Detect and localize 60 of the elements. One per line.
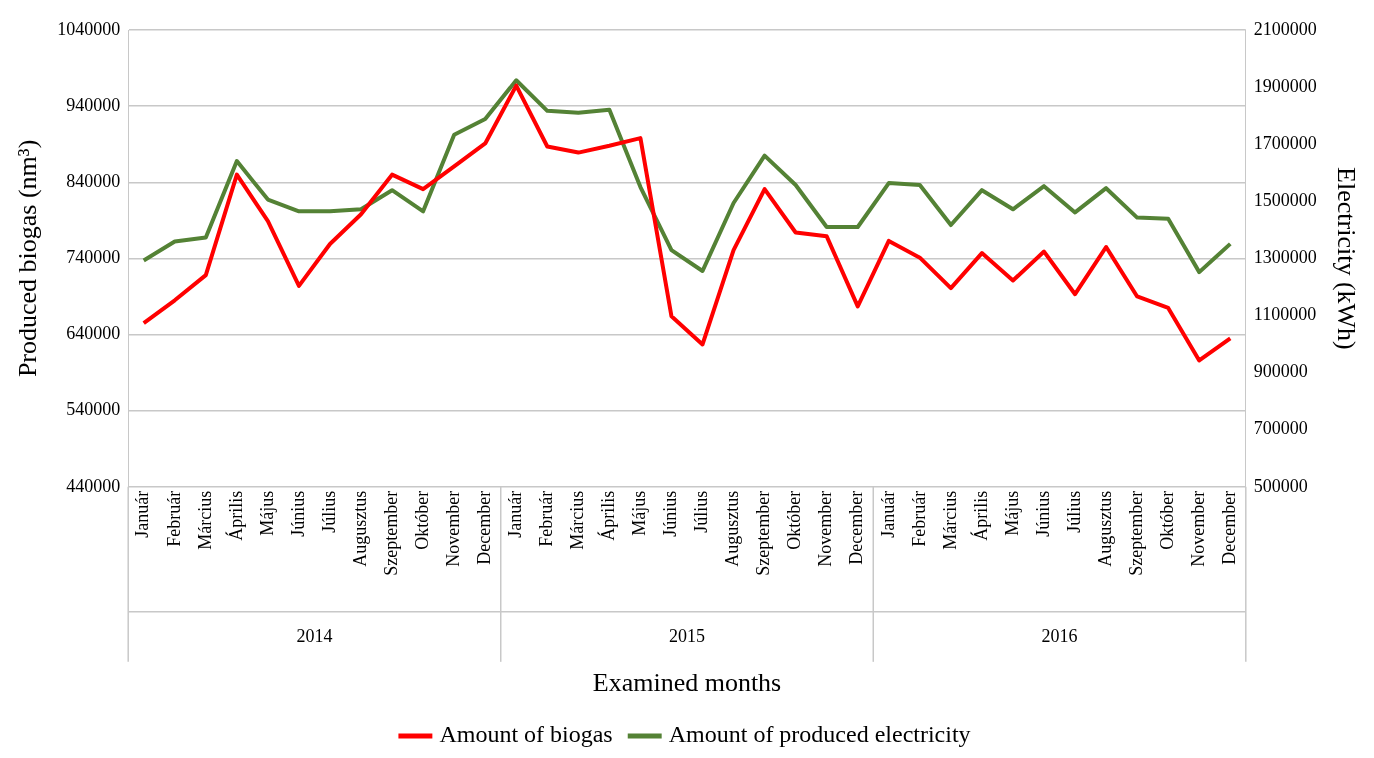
y2-tick-label: 1100000 — [1253, 304, 1317, 325]
x-tick-label: Március — [567, 490, 588, 550]
y2-axis-title: Electricity (kWh) — [1331, 167, 1361, 350]
x-tick-label: Július — [1063, 490, 1084, 533]
x-tick-label: November — [442, 490, 463, 567]
legend-label: Amount of biogas — [439, 721, 613, 748]
y2-tick-label: 1300000 — [1253, 247, 1317, 268]
x-tick-label: Február — [536, 490, 557, 547]
x-tick-label: Augusztus — [1094, 490, 1115, 567]
x-tick-label: Március — [194, 490, 215, 550]
y2-tick-label: 1900000 — [1253, 75, 1317, 96]
y-tick-label: 840000 — [66, 171, 121, 192]
y-tick-label: 1040000 — [57, 18, 121, 39]
y2-tick-label: 700000 — [1253, 418, 1308, 439]
x-tick-label: Augusztus — [722, 490, 743, 567]
x-tick-label: Április — [224, 490, 246, 541]
x-tick-label: Október — [784, 490, 805, 550]
x-tick-label: December — [473, 490, 494, 565]
x-tick-label: Május — [1001, 490, 1022, 536]
x-tick-label: Szeptember — [380, 490, 401, 576]
x-tick-label: Augusztus — [349, 490, 370, 567]
x-tick-label: Július — [691, 490, 712, 533]
x-tick-label: Április — [597, 490, 619, 541]
y-tick-label: 640000 — [66, 323, 121, 344]
x-tick-label: Július — [318, 490, 339, 533]
x-tick-label: November — [815, 490, 836, 567]
y2-tick-label: 500000 — [1253, 475, 1308, 496]
x-tick-label: December — [846, 490, 867, 565]
legend-label: Amount of produced electricity — [668, 721, 971, 748]
x-tick-label: Május — [629, 490, 650, 536]
x-tick-label: Október — [1156, 490, 1177, 550]
x-axis-title: Examined months — [592, 668, 782, 698]
x-tick-label: November — [1187, 490, 1208, 567]
x-tick-label: Március — [939, 490, 960, 550]
y2-tick-label: 1500000 — [1253, 190, 1317, 211]
x-tick-label: Január — [877, 490, 898, 538]
x-tick-label: Június — [1032, 490, 1053, 537]
y-tick-label: 940000 — [66, 94, 121, 115]
x-tick-label: Február — [908, 490, 929, 547]
x-tick-label: Szeptember — [753, 490, 774, 576]
x-tick-label: Január — [132, 490, 153, 538]
y-tick-label: 740000 — [66, 247, 121, 268]
y-tick-label: 440000 — [66, 475, 121, 496]
x-tick-label: Február — [163, 490, 184, 547]
text: 2015 — [669, 625, 705, 646]
x-tick-label: Április — [969, 490, 991, 541]
y2-tick-label: 1700000 — [1253, 132, 1317, 153]
x-tick-label: Május — [256, 490, 277, 536]
x-tick-label: Június — [660, 490, 681, 537]
text: 2016 — [1041, 625, 1078, 646]
x-tick-label: Október — [411, 490, 432, 550]
x-tick-label: Június — [287, 490, 308, 537]
y-axis-title: Produced biogas (nm³) — [13, 139, 43, 378]
y2-tick-label: 900000 — [1253, 361, 1308, 382]
x-tick-label: December — [1219, 490, 1240, 565]
x-tick-label: Január — [504, 490, 525, 538]
text: 2014 — [296, 625, 333, 646]
y2-tick-label: 2100000 — [1253, 18, 1317, 39]
y-tick-label: 540000 — [66, 399, 121, 420]
x-tick-label: Szeptember — [1125, 490, 1146, 576]
